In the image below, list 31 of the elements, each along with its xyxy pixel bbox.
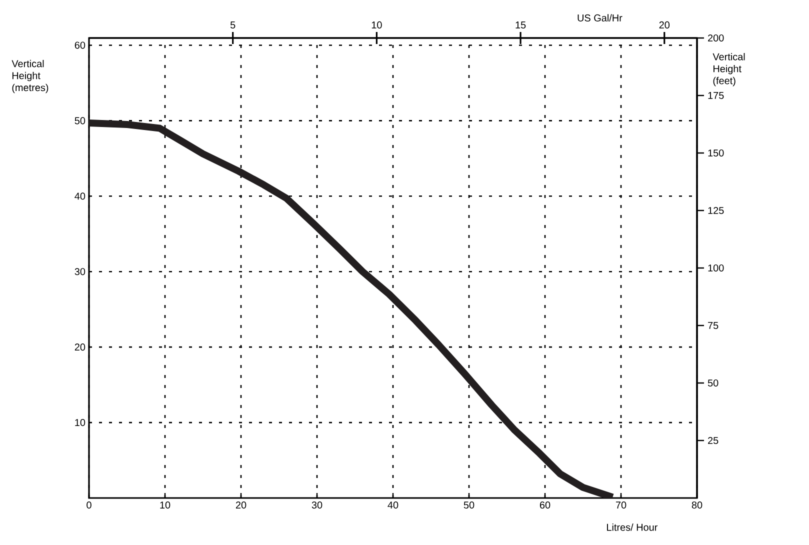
x-tick-label: 40 [388, 502, 398, 509]
y-tick-label: 30 [74, 268, 86, 276]
y2-tick-label: 175 [708, 92, 724, 99]
x-axis-title: Litres/ Hour [607, 524, 658, 531]
y2-tick-label: 25 [708, 436, 718, 444]
y2-tick-label: 50 [708, 379, 718, 387]
x-tick-label: 10 [160, 502, 170, 509]
y2-tick-label: 200 [708, 34, 724, 42]
x-tick-label: 60 [540, 502, 550, 509]
x-tick-label: 30 [312, 502, 322, 509]
x2-tick-label: 5 [230, 22, 236, 28]
x2-tick-label: 15 [516, 22, 526, 28]
x2-tick-label: 20 [659, 21, 670, 28]
y-tick-label: 40 [74, 192, 86, 200]
x-tick-label: 80 [692, 502, 702, 509]
x2-axis-title: US Gal/Hr [578, 14, 622, 22]
x-tick-label: 20 [236, 502, 246, 509]
y-tick-label: 20 [74, 344, 86, 351]
y2-tick-label: 125 [708, 206, 724, 214]
x2-tick-label: 10 [372, 21, 382, 28]
y2-tick-label: 100 [708, 264, 724, 272]
y-tick-label: 10 [75, 419, 86, 426]
y2-tick-label: 75 [708, 322, 718, 329]
x-tick-label: 0 [86, 502, 92, 509]
y2-axis-title: Vertical Height (feet) [712, 53, 745, 86]
y-tick-label: 50 [74, 117, 86, 124]
x-tick-label: 70 [616, 502, 626, 509]
x-tick-label: 50 [464, 502, 474, 509]
y2-tick-label: 150 [708, 149, 724, 157]
y-tick-label: 60 [74, 42, 86, 49]
y-axis-title: Vertical Height (metres) [12, 60, 48, 94]
